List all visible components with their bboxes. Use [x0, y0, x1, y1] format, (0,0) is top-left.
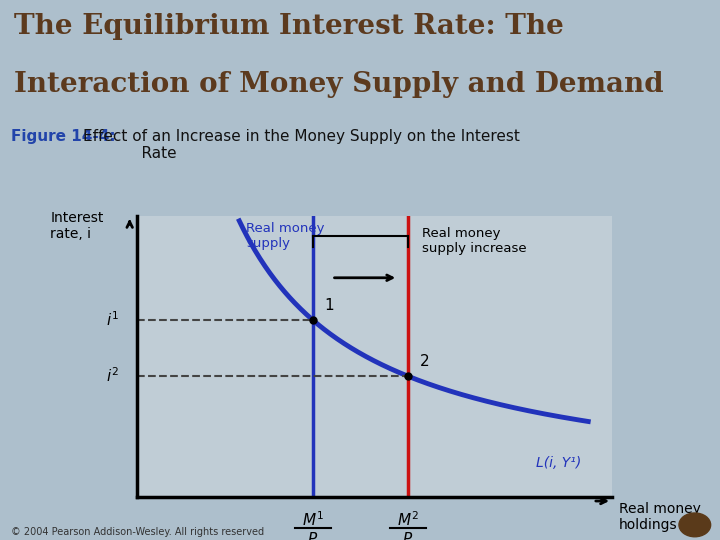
- Text: Real money
supply: Real money supply: [246, 221, 325, 249]
- Text: L(i, Y¹): L(i, Y¹): [536, 456, 581, 470]
- Text: Effect of an Increase in the Money Supply on the Interest
            Rate: Effect of an Increase in the Money Suppl…: [83, 129, 520, 161]
- Text: Interest
rate, i: Interest rate, i: [50, 211, 104, 241]
- Text: $M^1$: $M^1$: [302, 510, 323, 529]
- Text: $P$: $P$: [307, 531, 318, 540]
- Text: The Equilibrium Interest Rate: The: The Equilibrium Interest Rate: The: [14, 13, 564, 40]
- Text: $M^2$: $M^2$: [397, 510, 418, 529]
- Text: Real money
supply increase: Real money supply increase: [422, 227, 526, 255]
- Text: © 2004 Pearson Addison-Wesley. All rights reserved: © 2004 Pearson Addison-Wesley. All right…: [11, 527, 264, 537]
- Text: $i^2$: $i^2$: [106, 367, 119, 386]
- Text: Figure 14-4:: Figure 14-4:: [11, 129, 115, 144]
- Text: 2: 2: [420, 354, 429, 369]
- Text: $i^1$: $i^1$: [106, 310, 119, 329]
- Text: Interaction of Money Supply and Demand: Interaction of Money Supply and Demand: [14, 71, 664, 98]
- Text: Real money
holdings: Real money holdings: [619, 502, 701, 532]
- Text: 14: 14: [685, 518, 705, 532]
- Text: 1: 1: [325, 298, 334, 313]
- Text: $P$: $P$: [402, 531, 413, 540]
